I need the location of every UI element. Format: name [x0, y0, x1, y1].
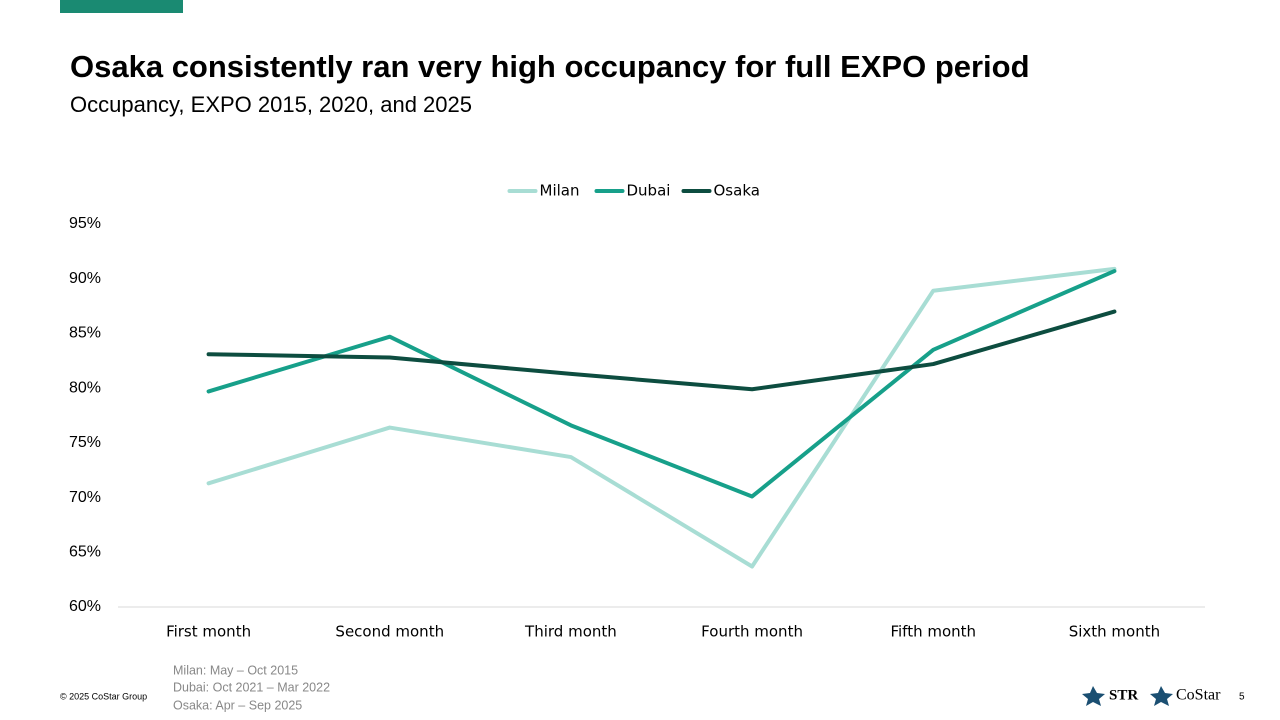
series-line: [206, 309, 1117, 392]
y-tick-label: 70%: [69, 489, 101, 506]
y-tick-label: 60%: [69, 598, 101, 615]
y-tick-label: 80%: [69, 379, 101, 396]
x-tick-label: Third month: [524, 623, 617, 641]
costar-icon: [1150, 686, 1173, 706]
x-tick-label: First month: [166, 623, 251, 641]
y-tick-label: 65%: [69, 544, 101, 561]
chart-title: Osaka consistently ran very high occupan…: [70, 49, 1030, 84]
logo: CoStar: [1176, 687, 1221, 704]
page-number: 5: [1239, 692, 1245, 703]
str-icon: [1082, 686, 1105, 706]
y-tick-label: 75%: [69, 434, 101, 451]
y-tick-label: 90%: [69, 270, 101, 287]
x-tick-label: Sixth month: [1069, 623, 1160, 641]
x-tick-label: Fifth month: [890, 623, 976, 641]
accent-bar: [60, 0, 183, 13]
copyright: © 2025 CoStar Group: [60, 691, 147, 701]
chart-subtitle: Occupancy, EXPO 2015, 2020, and 2025: [70, 92, 472, 117]
series-line: [206, 266, 1117, 569]
legend-label: Milan: [540, 182, 580, 200]
footnote: Milan: May – Oct 2015: [173, 663, 298, 677]
legend-label: Dubai: [627, 182, 671, 200]
y-tick-label: 85%: [69, 325, 101, 342]
footer: © 2025 CoStar Group Milan: May – Oct 201…: [60, 663, 1245, 712]
footnote: Osaka: Apr – Sep 2025: [173, 698, 302, 712]
y-tick-label: 95%: [69, 215, 101, 232]
footnote: Dubai: Oct 2021 – Mar 2022: [173, 680, 330, 694]
series-line: [206, 269, 1117, 499]
x-tick-label: Fourth month: [701, 623, 803, 641]
logo: STR: [1109, 687, 1138, 703]
x-tick-label: Second month: [335, 623, 444, 641]
legend-label: Osaka: [714, 182, 760, 200]
